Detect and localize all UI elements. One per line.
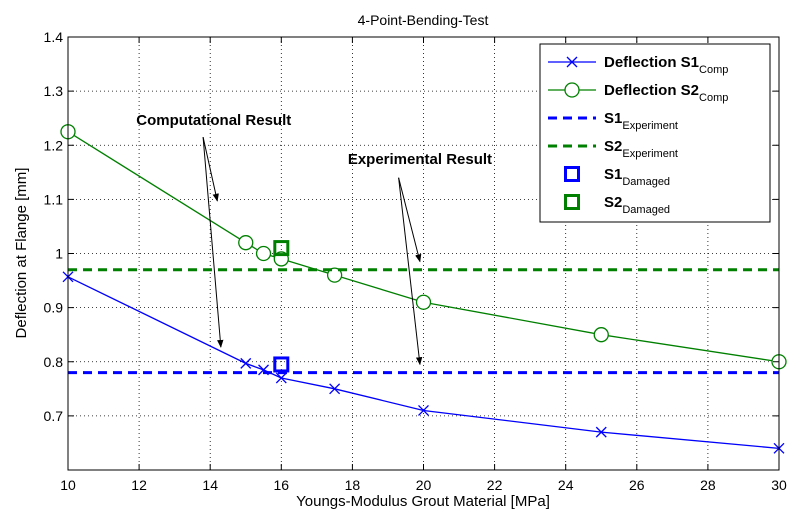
legend-swatch: [548, 82, 596, 98]
damaged-square-marker: [273, 356, 290, 373]
x-marker: [418, 405, 429, 416]
legend-entry-name: S2: [604, 138, 622, 155]
legend-entry-label: Deflection S1Comp: [604, 54, 728, 76]
series-line: [67, 276, 780, 449]
legend-entry-subscript: Experiment: [622, 120, 678, 132]
x-tick-label: 28: [700, 477, 716, 493]
legend-entry-name: S1: [604, 166, 622, 183]
y-tick-label: 1.2: [44, 137, 64, 153]
y-axis-title: Deflection at Flange [mm]: [13, 168, 30, 339]
series-4: [273, 356, 290, 373]
legend-entry-name: S2: [604, 194, 622, 211]
y-tick-label: 0.8: [44, 354, 64, 370]
annotation-arrow: [398, 177, 423, 366]
legend-x-marker: [566, 56, 578, 68]
series-1: [60, 124, 787, 370]
legend-entry-name: S1: [604, 110, 622, 127]
circle-marker: [415, 294, 432, 310]
plot-series: [60, 124, 787, 454]
series-0: [62, 271, 785, 454]
series-5: [273, 240, 290, 257]
legend-entry-subscript: Damaged: [622, 204, 670, 216]
x-tick-label: 16: [274, 477, 290, 493]
circle-marker: [255, 245, 272, 262]
x-marker: [329, 383, 341, 395]
x-tick-label: 26: [629, 477, 645, 493]
y-tick-label: 0.9: [44, 300, 64, 316]
x-axis-title: Youngs-Modulus Grout Material [MPa]: [296, 493, 550, 510]
legend-entry-label: S1Experiment: [604, 110, 678, 132]
x-tick-label: 18: [345, 477, 361, 493]
legend-circle-marker: [564, 82, 580, 98]
y-tick-label: 1.1: [44, 191, 64, 207]
legend-entry-name: Deflection S1: [604, 54, 699, 71]
annotation-label: Computational Result: [136, 112, 291, 129]
annotation-arrow: [398, 177, 422, 263]
y-tick-label: 1.3: [44, 83, 64, 99]
x-tick-label: 14: [202, 477, 218, 493]
x-marker: [240, 357, 252, 369]
annotation-0: Computational Result: [136, 112, 291, 348]
legend-entry-subscript: Experiment: [622, 148, 678, 160]
x-marker-stroke: [258, 364, 269, 376]
legend-entry-subscript: Comp: [699, 64, 728, 76]
circle-marker: [593, 327, 609, 343]
legend-entry-label: S2Experiment: [604, 138, 678, 160]
x-tick-label: 24: [558, 477, 574, 493]
circle-marker: [326, 267, 343, 283]
y-tick-label: 0.7: [44, 408, 64, 424]
y-tick-label: 1.4: [44, 29, 64, 45]
annotations: Computational Result Experimental Result: [136, 112, 492, 366]
x-marker-stroke: [595, 426, 607, 438]
x-marker: [275, 372, 287, 384]
legend-entry-name: Deflection S2: [604, 82, 699, 99]
x-tick-label: 10: [60, 477, 76, 493]
legend-swatch: [564, 194, 580, 210]
chart-title: 4-Point-Bending-Test: [358, 12, 489, 28]
legend-entry-label: Deflection S2Comp: [604, 82, 728, 104]
x-tick-label: 30: [771, 477, 787, 493]
legend-square-marker: [564, 166, 580, 182]
damaged-square-marker: [273, 240, 290, 257]
legend-entry-label: S2Damaged: [604, 194, 670, 216]
x-tick-label: 12: [131, 477, 147, 493]
legend-swatch: [548, 56, 596, 68]
y-tick-label: 1: [55, 246, 63, 262]
annotation-arrow: [202, 137, 224, 348]
legend-entry-subscript: Damaged: [622, 176, 670, 188]
x-marker-stroke: [275, 372, 287, 384]
legend-square-marker: [564, 194, 580, 210]
x-tick-label: 20: [416, 477, 432, 493]
legend-box: [539, 43, 771, 223]
x-marker-stroke: [329, 383, 341, 395]
annotation-1: Experimental Result: [348, 151, 492, 366]
legend-entry-label: S1Damaged: [604, 166, 670, 188]
x-marker-stroke: [240, 357, 252, 369]
annotation-arrow: [202, 137, 219, 202]
annotation-label: Experimental Result: [348, 151, 492, 168]
circle-marker: [238, 235, 254, 251]
x-marker-stroke: [418, 405, 429, 416]
legend-swatch: [564, 166, 580, 182]
legend-entry-subscript: Comp: [699, 92, 728, 104]
axis-ticks: 10 12 14 16 18 20 22 24 26 28 30 0.7 0.8 0.9 1 1.1 1.2 1.…: [44, 29, 787, 493]
x-tick-label: 22: [487, 477, 503, 493]
x-marker: [595, 426, 607, 438]
